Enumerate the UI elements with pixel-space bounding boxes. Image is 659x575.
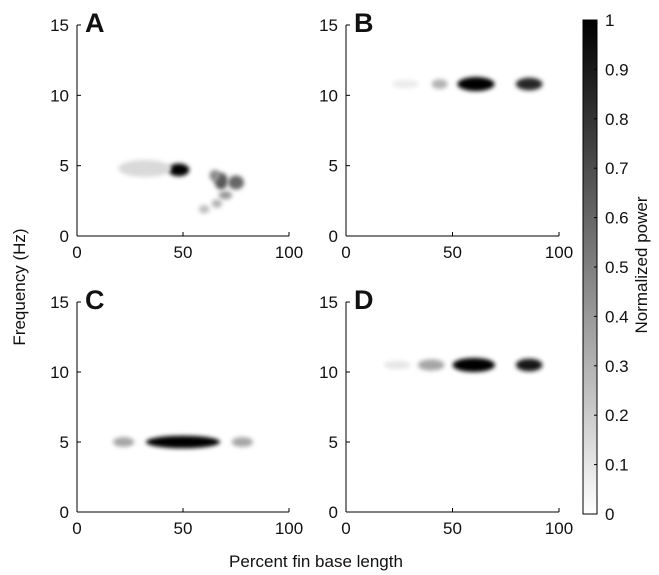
heatmap-blob	[168, 163, 190, 177]
y-tick-label: 0	[60, 227, 69, 246]
colorbar-tick-label: 0.4	[605, 307, 629, 326]
colorbar-tick-label: 0.9	[605, 60, 629, 79]
y-axis-label: Frequency (Hz)	[10, 228, 29, 345]
heatmap-blob	[228, 175, 244, 190]
heatmap-blob	[417, 359, 445, 371]
y-tick-label: 10	[50, 86, 69, 105]
panel-a: 0 5 10 15 0 50 100 A	[50, 8, 303, 262]
x-tick-label: 0	[341, 243, 350, 262]
colorbar-tick-label: 0.1	[605, 456, 629, 475]
colorbar-tick-label: 0.6	[605, 209, 629, 228]
heatmap-blob	[392, 79, 419, 89]
panel-letter: C	[85, 285, 105, 315]
colorbar-tick-label: 1	[605, 11, 614, 30]
x-tick-label: 100	[275, 243, 303, 262]
heatmap-blob	[457, 77, 495, 92]
x-tick-label: 50	[174, 243, 193, 262]
colorbar-label: Normalized power	[632, 196, 651, 333]
heatmap-blob	[218, 190, 233, 200]
heatmap-blob	[431, 79, 448, 90]
colorbar-tick-label: 0.5	[605, 258, 629, 277]
x-tick-label: 50	[174, 519, 193, 538]
panel-c: 0 5 10 15 0 50 100 C	[50, 285, 303, 538]
x-tick-label: 0	[341, 519, 350, 538]
x-tick-label: 0	[72, 519, 81, 538]
heatmap-blob	[198, 205, 210, 214]
colorbar: 0 0.1 0.2 0.3 0.4 0.5 0.6 0.7 0.8 0.9 1	[582, 11, 629, 524]
panel-b: 0 5 10 15 0 50 100 B	[319, 8, 573, 262]
y-tick-label: 5	[329, 433, 338, 452]
x-tick-label: 100	[275, 519, 303, 538]
x-tick-label: 100	[545, 243, 573, 262]
x-tick-label: 50	[443, 519, 462, 538]
y-tick-label: 15	[50, 16, 69, 35]
heatmap-blob	[383, 360, 411, 370]
y-tick-label: 15	[50, 293, 69, 312]
heatmap-blob	[118, 160, 172, 177]
panel-letter: D	[354, 285, 374, 315]
heatmap-blob	[113, 437, 135, 447]
x-tick-label: 100	[545, 519, 573, 538]
panel-letter: A	[85, 8, 105, 38]
y-tick-label: 0	[60, 503, 69, 522]
panel-letter: B	[354, 8, 374, 38]
heatmap-blob	[515, 358, 543, 372]
y-tick-label: 0	[329, 227, 338, 246]
heatmap-blob	[231, 437, 253, 447]
heatmap-blob	[209, 169, 221, 182]
y-tick-label: 15	[319, 16, 338, 35]
y-tick-label: 10	[319, 86, 338, 105]
y-tick-label: 10	[319, 363, 338, 382]
heatmap-blob	[452, 358, 496, 372]
y-tick-label: 5	[329, 157, 338, 176]
heatmap-blob	[211, 199, 223, 208]
colorbar-tick-label: 0.3	[605, 357, 629, 376]
colorbar-tick-label: 0.8	[605, 110, 629, 129]
y-tick-label: 0	[329, 503, 338, 522]
y-tick-label: 5	[60, 157, 69, 176]
heatmap-blob	[145, 435, 221, 449]
x-tick-label: 0	[72, 243, 81, 262]
colorbar-tick-label: 0.2	[605, 406, 629, 425]
heatmap-blob	[515, 77, 543, 91]
y-tick-label: 10	[50, 363, 69, 382]
colorbar-tick-label: 0.7	[605, 159, 629, 178]
y-tick-label: 5	[60, 433, 69, 452]
x-tick-label: 50	[443, 243, 462, 262]
colorbar-tick-label: 0	[605, 505, 614, 524]
x-axis-label: Percent fin base length	[229, 552, 403, 571]
panel-d: 0 5 10 15 0 50 100 D	[319, 285, 573, 538]
y-tick-label: 15	[319, 293, 338, 312]
